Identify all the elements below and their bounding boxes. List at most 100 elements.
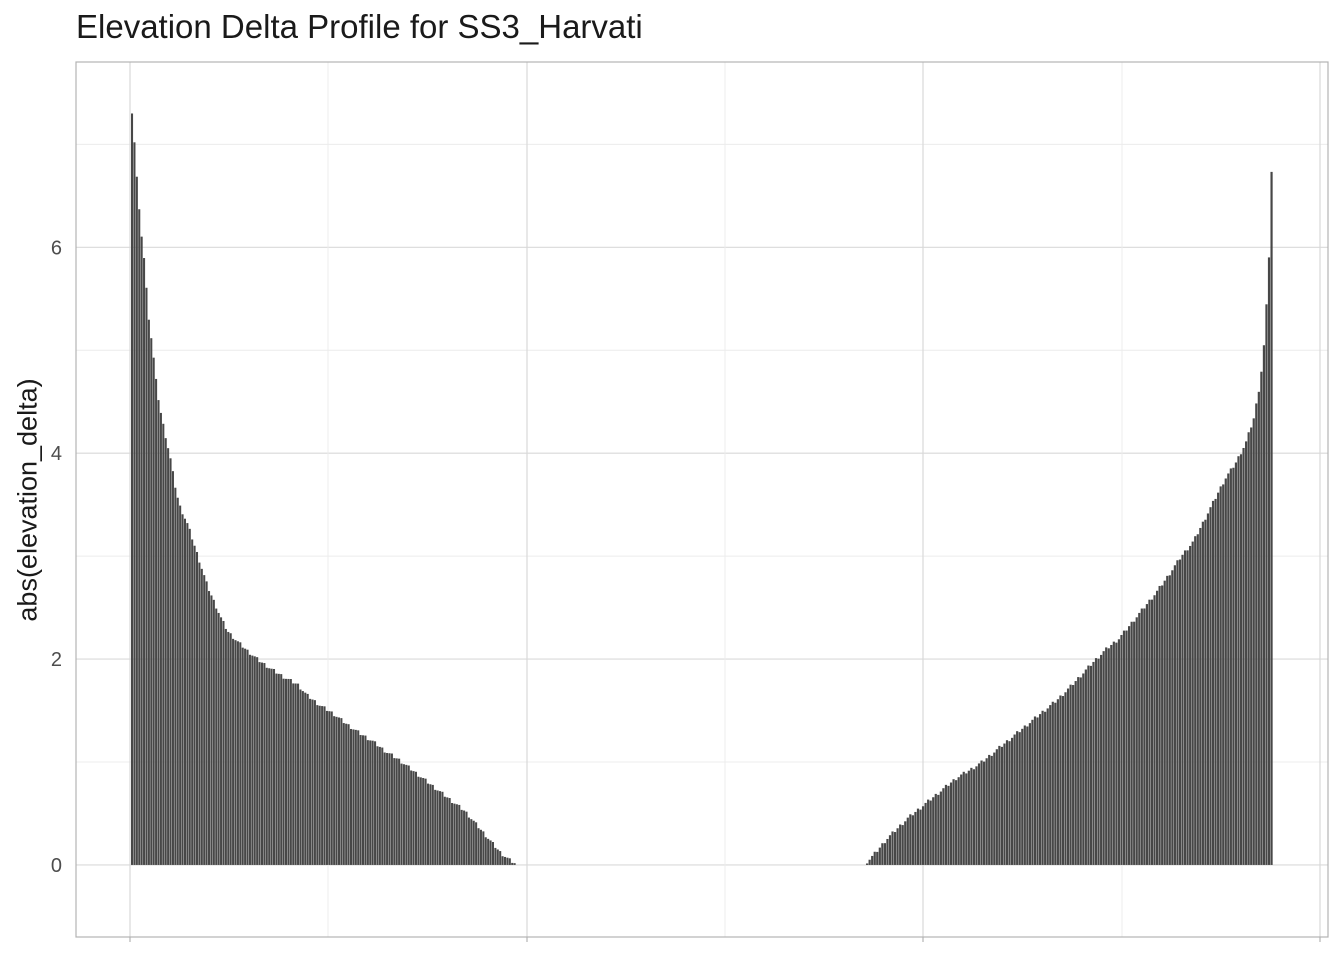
bar-left — [431, 784, 434, 865]
bar-right — [1110, 644, 1113, 865]
bar-left — [253, 656, 256, 865]
bar-right — [1148, 599, 1151, 865]
bar-left — [203, 575, 206, 865]
bar-left — [426, 783, 430, 865]
bar-right — [942, 788, 945, 865]
bar-left — [248, 654, 251, 865]
bar-right — [1219, 486, 1222, 865]
bar-left — [446, 797, 449, 865]
bar-right — [878, 847, 881, 865]
bar-left — [251, 655, 254, 865]
bar-right — [873, 851, 876, 865]
bar-left — [441, 791, 444, 865]
bar-left — [393, 758, 396, 865]
bar-left — [239, 642, 242, 865]
bar-right — [909, 814, 912, 865]
bar-right — [995, 749, 998, 865]
bar-left — [412, 771, 415, 865]
bar-left — [400, 763, 403, 865]
bar-right — [960, 774, 963, 865]
bar-left — [448, 798, 451, 865]
bar-left — [147, 319, 150, 865]
bar-left — [220, 617, 223, 865]
bar-right — [1189, 545, 1192, 865]
bar-right — [1143, 608, 1146, 865]
bar-right — [1023, 725, 1026, 865]
bar-right — [1242, 447, 1245, 865]
bar-right — [888, 835, 892, 865]
bar-right — [1100, 654, 1103, 865]
bar-left — [195, 551, 199, 865]
bar-right — [1087, 665, 1090, 865]
bar-right — [1237, 456, 1240, 865]
bar-right — [921, 806, 925, 865]
bar-left — [217, 612, 220, 865]
bar-left — [186, 523, 189, 865]
bar-right — [947, 785, 950, 865]
bar-right — [1211, 500, 1215, 865]
bar-right — [1257, 391, 1260, 865]
bar-right — [896, 828, 899, 865]
bar-left — [227, 631, 230, 865]
bar-right — [868, 859, 871, 865]
bar-left — [169, 458, 172, 865]
bar-right — [1069, 684, 1072, 865]
bar-right — [1026, 726, 1029, 865]
bar-left — [159, 412, 162, 865]
bar-left — [133, 142, 136, 865]
bar-right — [1173, 565, 1176, 865]
bar-right — [871, 855, 874, 865]
bar-right — [1031, 719, 1034, 865]
bar-left — [167, 448, 170, 865]
bar-right — [916, 808, 920, 865]
bar-right — [983, 761, 986, 865]
bar-left — [265, 667, 268, 865]
bar-left — [463, 810, 466, 865]
bar-right — [1262, 345, 1266, 865]
chart-title: Elevation Delta Profile for SS3_Harvati — [76, 8, 643, 45]
bar-left — [181, 514, 184, 865]
bar-left — [135, 176, 138, 865]
bar-left — [318, 705, 321, 865]
bar-left — [210, 595, 213, 865]
bar-right — [1140, 608, 1143, 865]
bar-left — [328, 711, 331, 865]
bar-left — [179, 505, 182, 865]
bar-right — [1217, 492, 1220, 865]
bar-right — [1021, 728, 1024, 865]
bar-right — [924, 802, 927, 865]
bar-right — [1005, 740, 1009, 865]
bar-left — [407, 765, 410, 865]
bar-right — [1003, 743, 1006, 865]
bar-right — [1255, 403, 1258, 865]
bar-left — [357, 730, 360, 865]
bar-right — [1120, 634, 1123, 865]
bar-right — [1128, 626, 1131, 865]
bar-left — [294, 683, 297, 865]
bar-left — [171, 471, 174, 865]
bar-right — [977, 763, 981, 865]
bar-right — [893, 832, 897, 865]
bar-right — [949, 782, 953, 865]
bar-left — [513, 863, 516, 865]
bar-left — [477, 828, 480, 865]
bar-left — [155, 378, 158, 865]
bar-right — [1214, 498, 1217, 865]
bar-right — [1061, 696, 1065, 865]
bar-right — [1122, 630, 1126, 865]
bar-right — [967, 770, 970, 865]
bar-left — [205, 581, 208, 865]
bar-left — [422, 778, 425, 865]
bar-left — [236, 641, 239, 865]
bar-right — [901, 825, 904, 865]
bar-left — [458, 804, 461, 865]
bar-right — [1176, 560, 1179, 865]
bar-left — [345, 723, 348, 865]
bar-left — [208, 591, 211, 865]
bar-right — [944, 784, 948, 865]
bar-right — [1206, 513, 1210, 865]
bar-right — [1168, 575, 1171, 865]
bar-right — [1066, 688, 1070, 865]
bar-right — [1105, 647, 1108, 865]
bar-right — [1036, 717, 1039, 865]
